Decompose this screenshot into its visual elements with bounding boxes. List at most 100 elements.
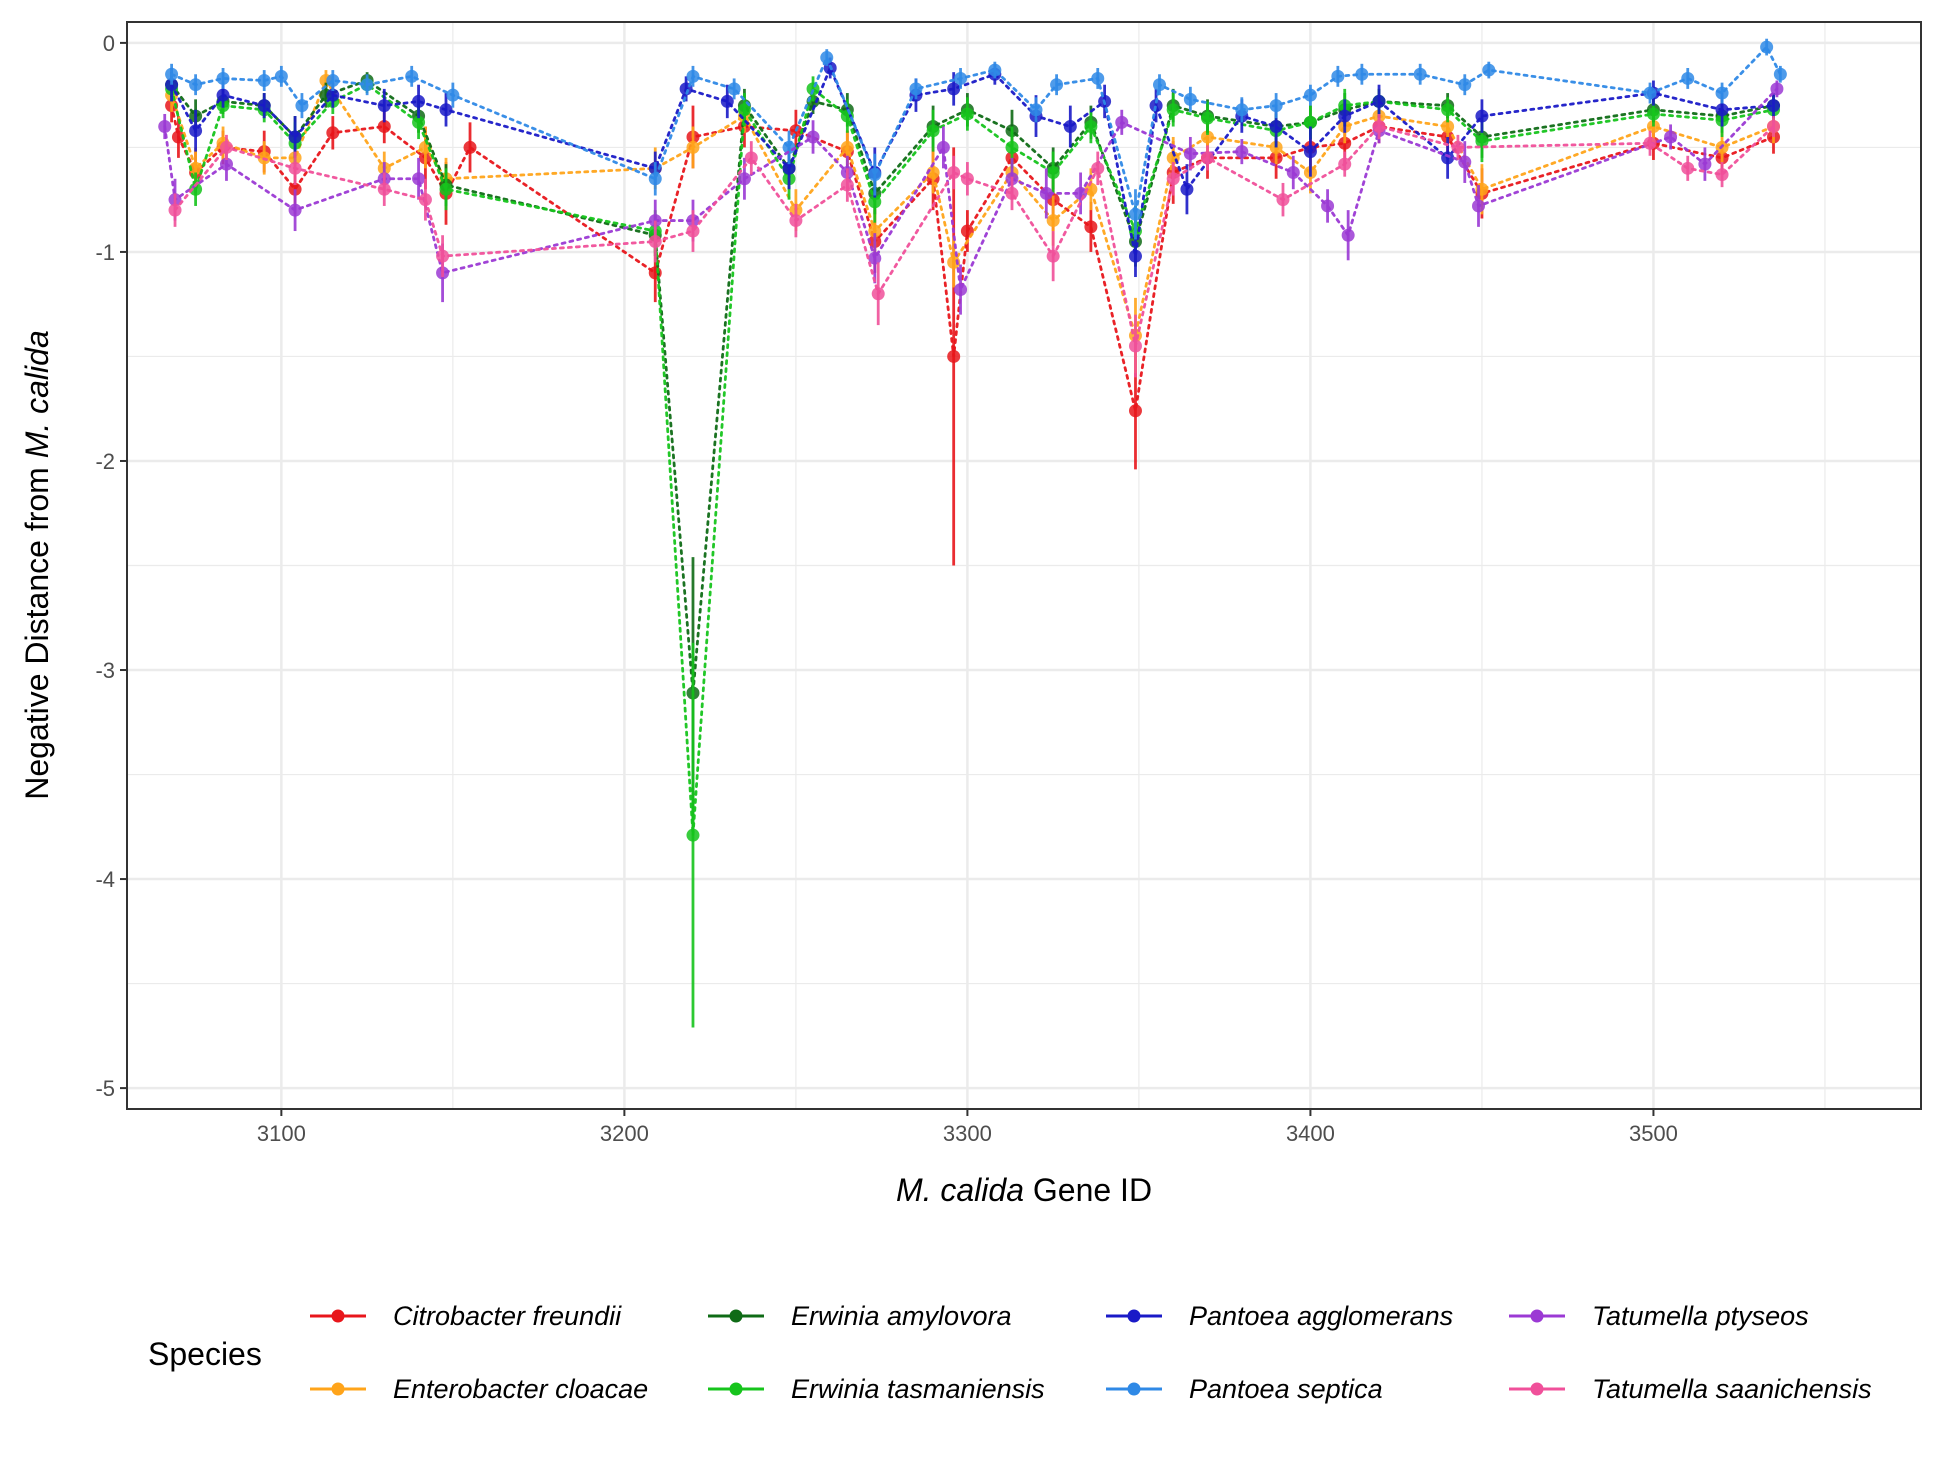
data-point xyxy=(377,182,391,196)
data-point xyxy=(1235,103,1249,117)
data-point xyxy=(1643,136,1657,150)
data-point xyxy=(840,178,854,192)
legend-label: Tatumella saanichensis xyxy=(1592,1374,1872,1404)
data-point xyxy=(1643,86,1657,100)
data-point xyxy=(418,193,432,207)
data-point xyxy=(1005,140,1019,154)
data-point xyxy=(1149,99,1163,113)
data-point xyxy=(1303,88,1317,102)
legend-key-point xyxy=(1127,1382,1141,1396)
data-point xyxy=(1183,92,1197,106)
data-point xyxy=(189,124,203,138)
series-group xyxy=(165,38,1787,240)
legend-items: Citrobacter freundii Enterobacter cloacae… xyxy=(310,1301,1872,1404)
data-point xyxy=(1269,120,1283,134)
data-point xyxy=(1276,193,1290,207)
x-tick-label: 3200 xyxy=(600,1121,649,1146)
data-point xyxy=(158,120,172,134)
data-point xyxy=(1084,182,1098,196)
y-axis-title-italic: M. calida xyxy=(19,330,55,458)
axis-ticks: 3100 3200 3300 3400 3500 0 -1 -2 -3 -4 -5 xyxy=(95,31,1677,1146)
data-point xyxy=(1372,120,1386,134)
data-point xyxy=(1458,155,1472,169)
data-point xyxy=(446,88,460,102)
data-point xyxy=(1074,186,1088,200)
data-point xyxy=(868,251,882,265)
data-point xyxy=(960,172,974,186)
legend-item: Pantoea agglomerans xyxy=(1106,1301,1453,1331)
legend-title: Species xyxy=(148,1336,262,1372)
data-point xyxy=(1681,161,1695,175)
data-point xyxy=(377,99,391,113)
data-point xyxy=(295,99,309,113)
legend-key-point xyxy=(1530,1309,1544,1323)
data-point xyxy=(257,74,271,88)
data-point xyxy=(947,166,961,180)
data-point xyxy=(1091,161,1105,175)
y-axis-title-plain: Negative Distance from xyxy=(19,458,55,799)
data-point xyxy=(1475,134,1489,148)
data-point xyxy=(1303,145,1317,159)
data-point xyxy=(782,161,796,175)
data-point xyxy=(1005,186,1019,200)
data-point xyxy=(288,203,302,217)
data-point xyxy=(1029,103,1043,117)
data-point xyxy=(1773,67,1787,81)
data-point xyxy=(165,67,179,81)
data-point xyxy=(936,140,950,154)
data-point xyxy=(1286,166,1300,180)
data-point xyxy=(1331,69,1345,83)
data-point xyxy=(868,168,882,182)
data-point xyxy=(1039,186,1053,200)
legend-label: Citrobacter freundii xyxy=(393,1301,622,1331)
data-point xyxy=(868,224,882,238)
data-point xyxy=(1046,166,1060,180)
data-point xyxy=(326,126,340,140)
data-point xyxy=(1770,82,1784,96)
legend-item: Erwinia tasmaniensis xyxy=(708,1374,1045,1404)
data-point xyxy=(686,224,700,238)
data-point xyxy=(219,157,233,171)
data-point xyxy=(1128,249,1142,263)
data-point xyxy=(806,130,820,144)
data-point xyxy=(436,249,450,263)
legend-key-point xyxy=(331,1382,345,1396)
data-point xyxy=(171,130,185,144)
data-point xyxy=(1152,78,1166,92)
data-point xyxy=(947,255,961,269)
data-point xyxy=(189,78,203,92)
data-point xyxy=(960,107,974,121)
legend-label: Tatumella ptyseos xyxy=(1592,1301,1809,1331)
data-point xyxy=(1046,214,1060,228)
data-point xyxy=(1472,199,1486,213)
data-point xyxy=(737,103,751,117)
x-axis-title-italic: M. calida xyxy=(896,1172,1024,1208)
data-point xyxy=(377,120,391,134)
x-tick-label: 3300 xyxy=(943,1121,992,1146)
data-point xyxy=(1441,103,1455,117)
data-point xyxy=(1451,140,1465,154)
data-point xyxy=(360,78,374,92)
data-point xyxy=(1767,99,1781,113)
data-point xyxy=(1128,339,1142,353)
data-point xyxy=(216,71,230,85)
data-point xyxy=(257,99,271,113)
y-tick-label: -4 xyxy=(95,867,115,892)
data-point xyxy=(1115,115,1129,129)
data-point xyxy=(1338,157,1352,171)
data-point xyxy=(326,88,340,102)
y-axis-title: Negative Distance from M. calida xyxy=(19,330,55,800)
data-point xyxy=(1681,71,1695,85)
data-point xyxy=(1201,130,1215,144)
data-point xyxy=(1458,78,1472,92)
data-point xyxy=(1050,78,1064,92)
legend-key-point xyxy=(1530,1382,1544,1396)
y-tick-label: -5 xyxy=(95,1076,115,1101)
data-point xyxy=(326,74,340,88)
data-point xyxy=(840,140,854,154)
data-point xyxy=(439,103,453,117)
data-point xyxy=(909,82,923,96)
data-point xyxy=(926,124,940,138)
x-tick-label: 3500 xyxy=(1629,1121,1678,1146)
data-point xyxy=(1201,111,1215,125)
